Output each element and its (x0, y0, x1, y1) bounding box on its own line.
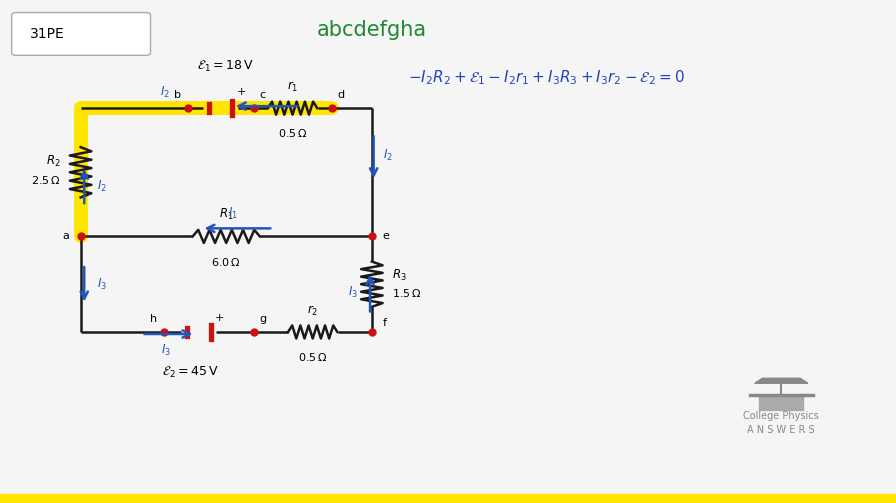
Text: g: g (259, 314, 266, 324)
Text: d: d (337, 90, 344, 100)
Text: $0.5\,\Omega$: $0.5\,\Omega$ (278, 127, 307, 139)
Text: +: + (237, 87, 246, 97)
Text: $I_3$: $I_3$ (97, 277, 107, 292)
Text: $0.5\,\Omega$: $0.5\,\Omega$ (298, 351, 327, 363)
Text: c: c (259, 90, 265, 100)
Text: e: e (383, 231, 390, 241)
Text: $I_1$: $I_1$ (228, 206, 238, 221)
Text: $r_1$: $r_1$ (287, 80, 298, 94)
Text: $R_2$: $R_2$ (47, 153, 61, 169)
Polygon shape (754, 378, 808, 383)
Bar (0, 494, 896, 503)
Text: College Physics: College Physics (744, 411, 819, 422)
Text: a: a (62, 231, 69, 241)
Text: $R_1$: $R_1$ (219, 207, 234, 222)
Text: $1.5\,\Omega$: $1.5\,\Omega$ (392, 287, 421, 299)
Text: f: f (383, 318, 386, 328)
Text: $\mathcal{E}_1 = 18\,\mathrm{V}$: $\mathcal{E}_1 = 18\,\mathrm{V}$ (196, 59, 254, 74)
Text: $I_3$: $I_3$ (160, 343, 171, 358)
Text: $-I_2 R_2 + \mathcal{E}_1 - I_2 r_1 + I_3 R_3 + I_3 r_2 - \mathcal{E}_2 = 0$: $-I_2 R_2 + \mathcal{E}_1 - I_2 r_1 + I_… (408, 68, 685, 88)
Text: $I_2$: $I_2$ (383, 148, 393, 163)
Text: $r_2$: $r_2$ (307, 304, 318, 318)
Text: $I_3$: $I_3$ (349, 285, 358, 300)
Text: h: h (150, 314, 157, 324)
Text: A N S W E R S: A N S W E R S (747, 425, 815, 435)
Text: $2.5\,\Omega$: $2.5\,\Omega$ (31, 174, 61, 186)
Text: $I_2$: $I_2$ (97, 179, 107, 194)
Text: 31PE: 31PE (30, 27, 65, 41)
Text: +: + (215, 313, 224, 323)
Text: abcdefgha: abcdefgha (317, 20, 426, 40)
FancyBboxPatch shape (12, 13, 151, 55)
Text: $6.0\,\Omega$: $6.0\,\Omega$ (211, 256, 241, 268)
Text: $R_3$: $R_3$ (392, 268, 406, 283)
Text: $\mathcal{E}_2 = 45\,\mathrm{V}$: $\mathcal{E}_2 = 45\,\mathrm{V}$ (161, 365, 219, 380)
Text: b: b (174, 90, 181, 100)
Text: $I_2$: $I_2$ (160, 85, 170, 100)
